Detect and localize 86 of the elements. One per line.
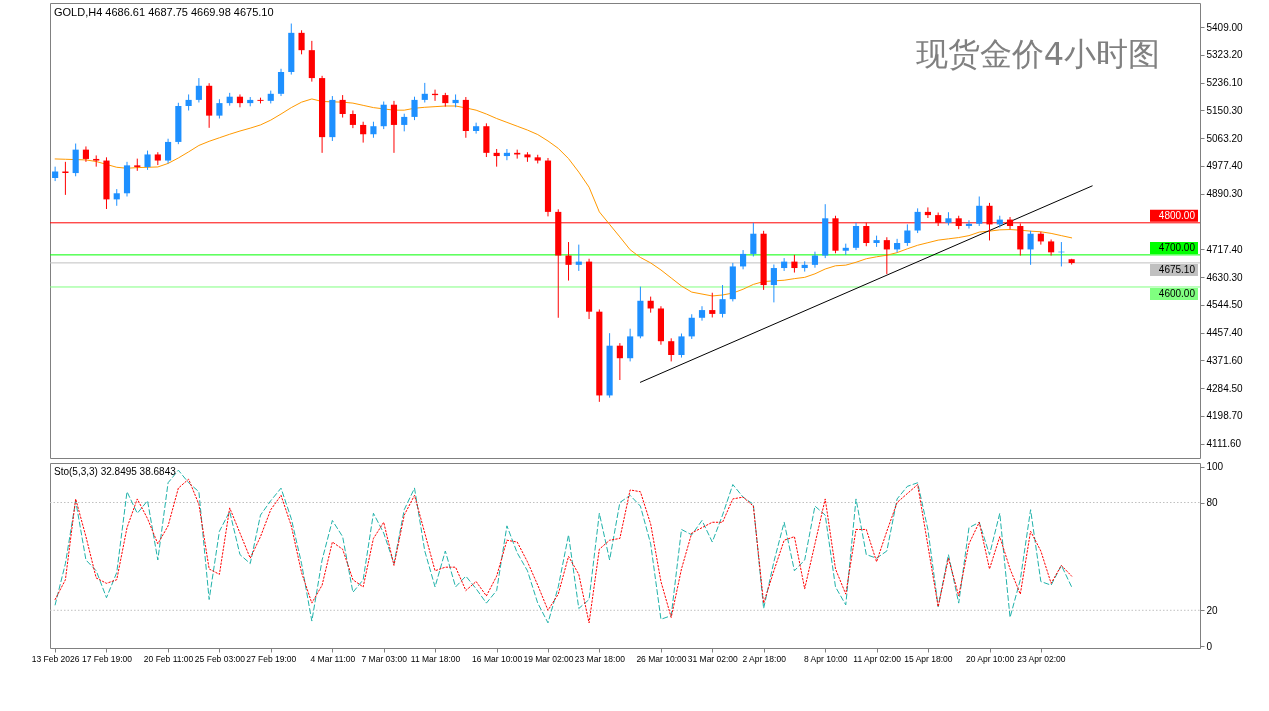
candlestick (688, 313, 695, 340)
candlestick (390, 100, 398, 154)
x-tick-label: 11 Apr 02:00 (853, 653, 902, 664)
y-tick-label: 4977.40 (1206, 160, 1244, 172)
candlestick (421, 82, 428, 103)
candlestick (165, 138, 172, 164)
ref-line-label: 4600.00 (1158, 287, 1196, 299)
x-tick-label: 20 Feb 11:00 (143, 653, 194, 664)
x-tick-label: 25 Feb 03:00 (194, 653, 246, 664)
candlestick (52, 166, 59, 182)
candlestick (216, 98, 223, 120)
x-tick-label: 23 Mar 18:00 (574, 653, 626, 664)
candlestick (82, 145, 90, 163)
x-tick-label: 26 Mar 10:00 (636, 653, 687, 664)
y-tick-label: 4630.30 (1206, 271, 1244, 283)
candlestick (719, 284, 726, 318)
y-tick-label: 4457.40 (1206, 327, 1244, 339)
candlestick (883, 236, 890, 275)
candlestick (740, 249, 747, 270)
candlestick (93, 154, 100, 168)
x-tick-label: 11 Mar 18:00 (410, 653, 461, 664)
y-tick-label: 4544.50 (1206, 299, 1244, 311)
candlestick (894, 238, 901, 253)
candlestick (380, 101, 387, 130)
x-tick-label: 2 Apr 18:00 (742, 653, 787, 664)
y-tick-label: 100 (1206, 461, 1224, 473)
annotation: GOLD,H4 4686.61 4687.75 4669.98 4675.10 (54, 6, 274, 18)
candlestick (976, 195, 983, 227)
candlestick (195, 77, 202, 103)
candlestick (565, 241, 572, 282)
candlestick (698, 305, 706, 322)
x-tick-label: 17 Feb 19:00 (81, 653, 133, 664)
y-tick-label: 5323.20 (1206, 49, 1244, 61)
ref-line-label: 4675.10 (1158, 263, 1196, 275)
candlestick (709, 292, 716, 318)
y-tick-label: 4284.50 (1206, 382, 1244, 394)
x-tick-label: 20 Apr 10:00 (965, 653, 1015, 664)
candlestick (668, 337, 675, 362)
candlestick (277, 68, 285, 97)
x-tick-label: 13 Feb 2026 (31, 653, 80, 664)
candlestick (924, 206, 931, 219)
candlestick (503, 148, 510, 161)
candlestick (750, 222, 757, 257)
x-tick-label: 15 Apr 18:00 (904, 653, 953, 664)
x-tick-label: 19 Mar 02:00 (523, 653, 574, 664)
x-tick-label: 8 Apr 10:00 (803, 653, 848, 664)
candlestick (62, 161, 69, 196)
x-tick-label: 4 Mar 11:00 (310, 653, 356, 664)
y-tick-label: 5150.30 (1206, 104, 1244, 116)
y-tick-label: 4717.40 (1206, 243, 1244, 255)
candlestick (473, 122, 480, 135)
candlestick (411, 96, 418, 121)
candlestick (298, 29, 305, 55)
x-tick-label: 27 Feb 19:00 (246, 653, 297, 664)
y-tick-label: 5409.00 (1206, 21, 1244, 33)
ref-line-label: 4700.00 (1158, 241, 1196, 253)
y-tick-label: 5236.10 (1206, 77, 1244, 89)
x-tick-label: 7 Mar 03:00 (361, 653, 408, 664)
candlestick (770, 264, 777, 303)
candlestick (904, 223, 911, 247)
candlestick (236, 93, 244, 108)
y-tick-label: 4198.70 (1206, 410, 1244, 422)
x-tick-label: 16 Mar 10:00 (472, 653, 523, 664)
candlestick (678, 333, 685, 359)
y-tick-label: 20 (1206, 604, 1219, 616)
candlestick (72, 143, 79, 177)
candlestick (852, 222, 860, 251)
candlestick (339, 94, 346, 119)
candlestick (1027, 230, 1034, 266)
text: 现货金价4小时图 (915, 35, 1160, 73)
y-tick-label: 0 (1206, 640, 1213, 652)
y-tick-label: 80 (1206, 497, 1219, 509)
candlestick (627, 328, 634, 362)
y-tick-label: 4371.60 (1206, 354, 1244, 366)
ref-line-label: 4800.00 (1158, 209, 1196, 221)
candlestick (575, 244, 582, 272)
x-tick-label: 31 Mar 02:00 (687, 653, 739, 664)
candlestick (914, 207, 921, 234)
x-tick-label: 23 Apr 02:00 (1017, 653, 1066, 664)
chart-title: Sto(5,3,3) 32.8495 38.6843 (54, 466, 177, 477)
y-tick-label: 4111.60 (1206, 438, 1242, 450)
candlestick (144, 150, 151, 171)
y-tick-label: 5063.20 (1206, 132, 1244, 144)
candlestick (616, 342, 623, 381)
candlestick (360, 121, 367, 144)
y-tick-label: 4890.30 (1206, 188, 1244, 200)
